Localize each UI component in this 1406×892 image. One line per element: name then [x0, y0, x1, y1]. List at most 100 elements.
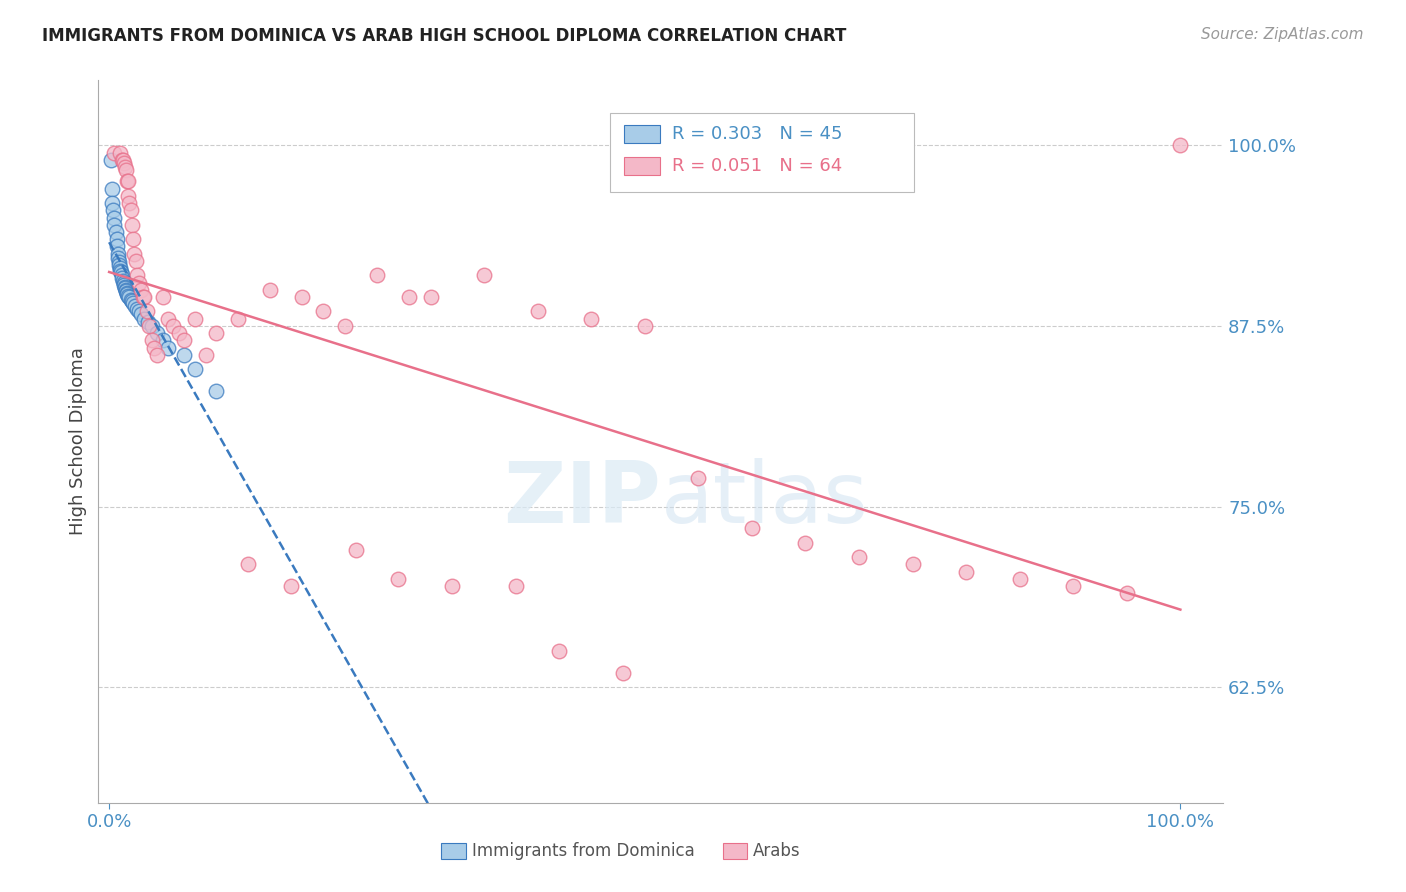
Point	[132, 290, 155, 304]
Point	[741, 521, 763, 535]
Point	[117, 288, 139, 302]
Point	[1170, 138, 1192, 153]
Point	[146, 326, 169, 340]
Point	[107, 258, 129, 272]
Point	[344, 542, 367, 557]
Point	[118, 290, 141, 304]
Point	[125, 268, 148, 283]
Point	[526, 304, 548, 318]
Point	[105, 239, 128, 253]
Point	[205, 326, 228, 340]
Point	[173, 334, 195, 348]
Text: atlas: atlas	[661, 458, 869, 541]
Point	[184, 311, 207, 326]
Point	[129, 307, 152, 321]
Point	[117, 174, 139, 188]
Y-axis label: High School Diploma: High School Diploma	[69, 348, 87, 535]
Point	[125, 253, 148, 268]
Point	[1115, 586, 1137, 600]
Point	[114, 160, 136, 174]
Point	[162, 318, 184, 333]
Point	[548, 644, 571, 658]
Point	[112, 276, 135, 290]
Point	[579, 311, 602, 326]
Point	[107, 246, 129, 260]
Point	[1062, 579, 1084, 593]
Point	[194, 348, 217, 362]
Point	[688, 471, 710, 485]
Point	[112, 274, 135, 288]
Point	[112, 278, 135, 293]
Point	[472, 268, 495, 283]
Point	[122, 246, 145, 260]
Point	[238, 558, 260, 572]
Point	[184, 362, 207, 376]
Point	[205, 384, 228, 398]
Point	[259, 283, 281, 297]
Point	[121, 295, 143, 310]
Point	[291, 290, 314, 304]
Point	[118, 196, 141, 211]
Point	[398, 290, 420, 304]
Point	[634, 318, 657, 333]
Point	[124, 299, 146, 313]
Point	[901, 558, 924, 572]
Point	[115, 283, 138, 297]
Point	[104, 225, 127, 239]
Text: ZIP: ZIP	[503, 458, 661, 541]
Text: R = 0.303   N = 45: R = 0.303 N = 45	[672, 125, 842, 143]
Point	[107, 255, 129, 269]
Point	[141, 334, 163, 348]
Point	[128, 276, 150, 290]
Point	[134, 290, 156, 304]
Text: Arabs: Arabs	[754, 842, 800, 860]
Point	[120, 203, 142, 218]
Point	[108, 145, 131, 160]
Point	[134, 311, 156, 326]
Point	[112, 155, 135, 169]
Point	[101, 196, 124, 211]
Point	[117, 189, 139, 203]
Point	[103, 218, 125, 232]
Point	[387, 572, 409, 586]
Bar	[723, 843, 748, 859]
Point	[111, 153, 134, 167]
Point	[103, 145, 125, 160]
Point	[955, 565, 977, 579]
Point	[226, 311, 249, 326]
Point	[157, 311, 180, 326]
Point	[117, 285, 139, 300]
Point	[152, 334, 174, 348]
Bar	[624, 157, 659, 175]
Point	[280, 579, 302, 593]
Point	[612, 665, 634, 680]
Point	[115, 285, 138, 299]
Point	[108, 261, 131, 276]
Point	[794, 535, 817, 549]
Bar	[441, 843, 467, 859]
Point	[121, 294, 143, 309]
Bar	[624, 125, 659, 143]
Point	[111, 268, 134, 283]
Point	[114, 280, 136, 294]
Point	[103, 211, 125, 225]
Point	[101, 182, 124, 196]
Point	[138, 318, 160, 333]
Point	[167, 326, 190, 340]
Point	[114, 281, 136, 295]
Text: R = 0.051   N = 64: R = 0.051 N = 64	[672, 156, 842, 175]
Point	[366, 268, 388, 283]
Text: Immigrants from Dominica: Immigrants from Dominica	[472, 842, 695, 860]
Point	[135, 304, 157, 318]
Text: IMMIGRANTS FROM DOMINICA VS ARAB HIGH SCHOOL DIPLOMA CORRELATION CHART: IMMIGRANTS FROM DOMINICA VS ARAB HIGH SC…	[42, 27, 846, 45]
Point	[128, 304, 150, 318]
Point	[141, 318, 163, 333]
Point	[121, 218, 143, 232]
Point	[143, 341, 166, 355]
Point	[100, 153, 122, 167]
Point	[105, 232, 128, 246]
Point	[419, 290, 441, 304]
Point	[152, 290, 174, 304]
Point	[157, 341, 180, 355]
FancyBboxPatch shape	[610, 112, 914, 193]
